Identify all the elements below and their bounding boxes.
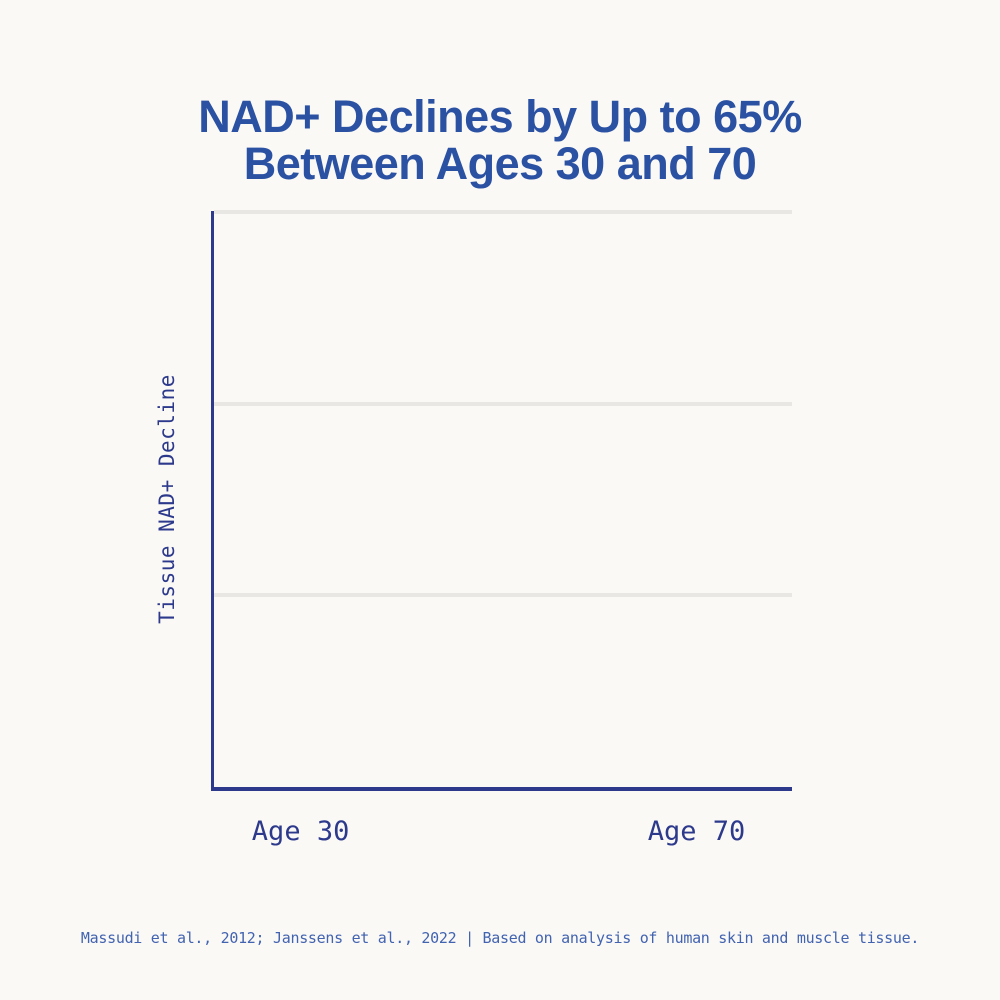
y-axis-title: Tissue NAD+ Decline xyxy=(155,374,179,624)
gridline-middle-upper xyxy=(214,401,792,406)
x-axis-tick-labels: Age 30 Age 70 xyxy=(211,816,789,856)
gridline-middle-lower xyxy=(214,593,792,598)
chart-title-line-1: NAD+ Declines by Up to 65% xyxy=(198,91,802,142)
chart-title: NAD+ Declines by Up to 65% Between Ages 3… xyxy=(0,93,1000,187)
chart-title-line-2: Between Ages 30 and 70 xyxy=(243,138,757,189)
plot-area xyxy=(211,210,792,791)
source-citation: Massudi et al., 2012; Janssens et al., 2… xyxy=(80,929,920,947)
x-tick-age-70: Age 70 xyxy=(647,816,746,847)
x-tick-age-30: Age 30 xyxy=(251,816,350,847)
gridline-top xyxy=(214,210,792,214)
